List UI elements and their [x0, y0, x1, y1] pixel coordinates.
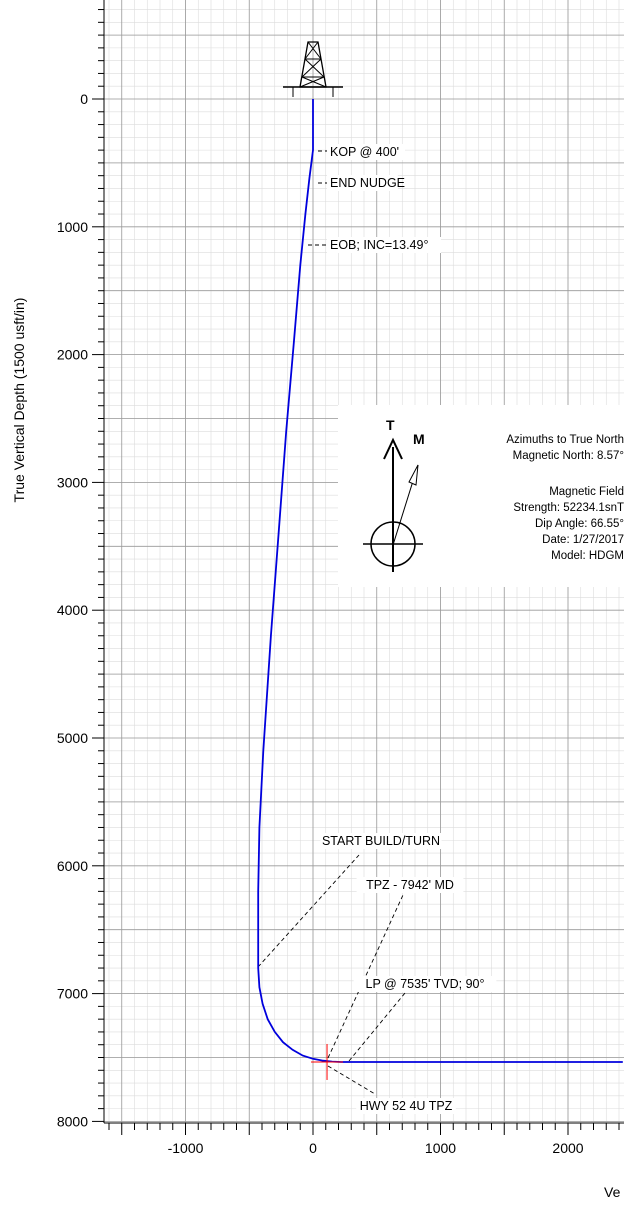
annotation-background — [353, 976, 497, 992]
rig-brace — [304, 58, 325, 78]
rig-brace — [307, 41, 322, 60]
annotation-label: HWY 52 4U TPZ — [360, 1099, 453, 1113]
y-tick-label: 4000 — [57, 602, 88, 618]
rig-brace — [304, 41, 319, 60]
annotation-leader — [327, 1065, 376, 1095]
true-north-label: T — [386, 417, 395, 433]
field-model: Model: HDGM — [551, 550, 624, 562]
annotation-leader — [257, 854, 360, 968]
y-axis-title: True Vertical Depth (1500 usft/in) — [11, 298, 27, 503]
y-tick-label: 8000 — [57, 1113, 88, 1129]
y-tick-label: 3000 — [57, 474, 88, 490]
annotation-background — [327, 144, 405, 160]
y-tick-label: 0 — [80, 91, 88, 107]
x-tick-label: 0 — [309, 1140, 317, 1156]
wellbore-path — [257, 99, 623, 1063]
rig-brace — [301, 76, 327, 88]
annotation-background — [356, 1098, 456, 1114]
annotation-label: START BUILD/TURN — [322, 834, 440, 848]
magnetic-north-label: M — [413, 431, 425, 447]
x-axis: -1000 0 1000 2000 — [104, 1122, 624, 1156]
annotation-label: END NUDGE — [330, 176, 405, 190]
y-tick-label: 1000 — [57, 219, 88, 235]
field-strength: Strength: 52234.1snT — [513, 502, 624, 514]
annotation-leader — [327, 894, 404, 1059]
annotations: KOP @ 400' END NUDGE EOB; INC=13.49° START … — [257, 144, 497, 1114]
north-reference-box: T M Azimuths to True North Magnetic Nort… — [338, 405, 624, 587]
annotation-label: KOP @ 400' — [330, 145, 399, 159]
annotation-leader — [348, 992, 406, 1062]
x-axis-title: Ve — [604, 1184, 621, 1200]
x-tick-label: 2000 — [552, 1140, 583, 1156]
y-tick-label: 7000 — [57, 986, 88, 1002]
dip-angle: Dip Angle: 66.55° — [535, 518, 624, 530]
y-tick-label: 6000 — [57, 858, 88, 874]
y-tick-label: 5000 — [57, 730, 88, 746]
info-box-background — [338, 405, 624, 587]
annotation-label: TPZ - 7942' MD — [366, 878, 454, 892]
y-tick-label: 2000 — [57, 347, 88, 363]
series-layer — [257, 99, 623, 1080]
annotation-background — [320, 833, 442, 849]
azimuth-reference: Azimuths to True North — [506, 434, 624, 446]
x-tick-label: 1000 — [425, 1140, 456, 1156]
magnetic-field-heading: Magnetic Field — [549, 486, 624, 498]
drilling-rig-icon — [283, 41, 343, 97]
annotation-background — [356, 877, 464, 893]
rig-brace — [299, 76, 325, 88]
x-tick-label: -1000 — [168, 1140, 204, 1156]
annotation-label: EOB; INC=13.49° — [330, 238, 428, 252]
annotation-background — [327, 175, 398, 191]
rig-brace — [301, 58, 322, 78]
survey-date: Date: 1/27/2017 — [542, 534, 624, 546]
annotation-label: LP @ 7535' TVD; 90° — [366, 977, 485, 991]
compass-icon — [363, 437, 423, 572]
y-axis: 0 1000 2000 3000 4000 5000 6000 7000 8000 — [57, 0, 105, 1129]
annotation-background — [327, 237, 441, 253]
magnetic-north-value: Magnetic North: 8.57° — [513, 450, 624, 462]
